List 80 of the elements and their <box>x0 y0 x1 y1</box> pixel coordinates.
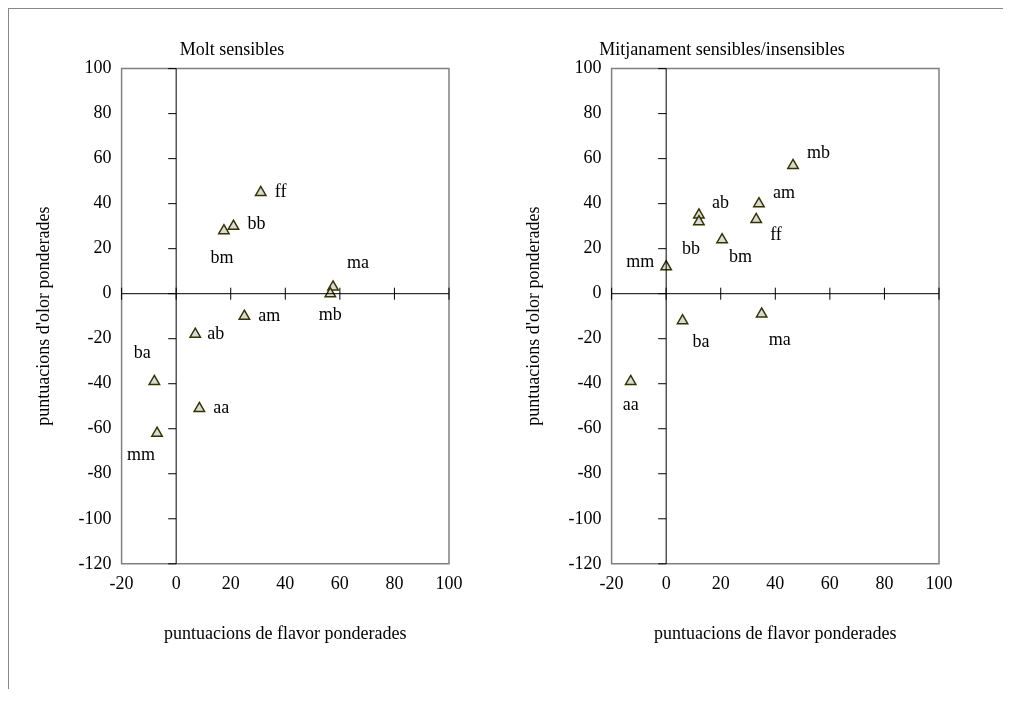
y-tick-label: -20 <box>87 327 112 348</box>
annotation: bm <box>210 247 234 268</box>
x-tick-label: -20 <box>109 573 134 594</box>
annotation: mb <box>807 142 831 163</box>
y-tick-label: 60 <box>583 147 602 168</box>
annotation: bm <box>729 246 753 267</box>
annotation: ba <box>692 331 710 352</box>
y-tick-label: -40 <box>87 372 112 393</box>
y-tick-label: 0 <box>592 282 602 303</box>
point <box>193 401 206 413</box>
y-tick-label: 40 <box>93 192 112 213</box>
y-tick-label: 60 <box>93 147 112 168</box>
annotation: am <box>772 182 795 203</box>
point <box>752 196 765 208</box>
point <box>750 212 763 224</box>
annotation: bb <box>247 212 266 233</box>
y-tick-label: 100 <box>574 57 602 78</box>
annotation: bb <box>681 238 700 259</box>
y-tick-label: -100 <box>568 507 602 528</box>
y-tick-label: -80 <box>87 462 112 483</box>
x-tick-label: 20 <box>221 573 240 594</box>
point <box>238 309 251 320</box>
point <box>217 223 230 235</box>
annotation: mm <box>127 443 156 464</box>
point <box>151 426 164 437</box>
y-tick-label: -40 <box>577 372 602 393</box>
point <box>227 219 240 230</box>
chart-title: Molt sensibles <box>179 38 285 59</box>
x-tick-label: 80 <box>875 573 894 594</box>
y-tick-label: 100 <box>84 57 112 78</box>
point <box>148 374 161 386</box>
y-tick-label: 40 <box>583 192 602 213</box>
x-tick-label: 20 <box>711 573 730 594</box>
point <box>624 374 637 386</box>
y-tick-label: -60 <box>87 417 112 438</box>
x-tick-label: 100 <box>435 573 463 594</box>
y-tick-label: -20 <box>577 327 602 348</box>
y-tick-label: 20 <box>583 237 602 258</box>
x-tick-label: 100 <box>925 573 953 594</box>
annotation: ab <box>711 191 729 212</box>
x-tick-label: 40 <box>276 573 295 594</box>
y-tick-label: -120 <box>568 552 602 573</box>
x-axis-title: puntuacions de flavor ponderades <box>654 622 897 643</box>
y-tick-label: 80 <box>93 102 112 123</box>
point <box>716 232 729 244</box>
annotation: ab <box>207 322 225 343</box>
x-tick-label: 0 <box>661 573 671 594</box>
x-tick-label: 60 <box>330 573 349 594</box>
point <box>189 327 202 338</box>
annotation: am <box>258 304 281 325</box>
annotation: ff <box>770 224 782 245</box>
y-tick-label: 80 <box>583 102 602 123</box>
chart-title: Mitjanament sensibles/insensibles <box>599 38 845 59</box>
x-tick-label: 80 <box>385 573 404 594</box>
y-tick-label: -60 <box>577 417 602 438</box>
y-tick-label: 0 <box>102 282 112 303</box>
x-tick-label: 0 <box>171 573 181 594</box>
annotation: ba <box>133 342 151 363</box>
y-tick-label: -80 <box>577 462 602 483</box>
x-tick-label: -20 <box>599 573 624 594</box>
annotation: mm <box>626 251 655 272</box>
x-axis-title: puntuacions de flavor ponderades <box>164 622 407 643</box>
annotation: aa <box>622 394 639 415</box>
y-axis-title: puntuacions d'olor ponderades <box>32 206 53 426</box>
point <box>254 185 267 197</box>
x-tick-label: 60 <box>820 573 839 594</box>
annotation: ma <box>768 328 791 349</box>
annotation: ma <box>347 251 370 272</box>
point <box>787 158 799 170</box>
annotation: ff <box>274 181 287 202</box>
annotation: mb <box>318 304 342 325</box>
y-tick-label: -100 <box>78 507 112 528</box>
annotation: aa <box>213 397 230 418</box>
point <box>755 307 768 318</box>
y-axis-title: puntuacions d'olor ponderades <box>522 206 543 426</box>
point <box>692 214 705 226</box>
y-tick-label: -120 <box>78 552 112 573</box>
point <box>676 313 689 325</box>
x-tick-label: 40 <box>766 573 785 594</box>
y-tick-label: 20 <box>93 237 112 258</box>
